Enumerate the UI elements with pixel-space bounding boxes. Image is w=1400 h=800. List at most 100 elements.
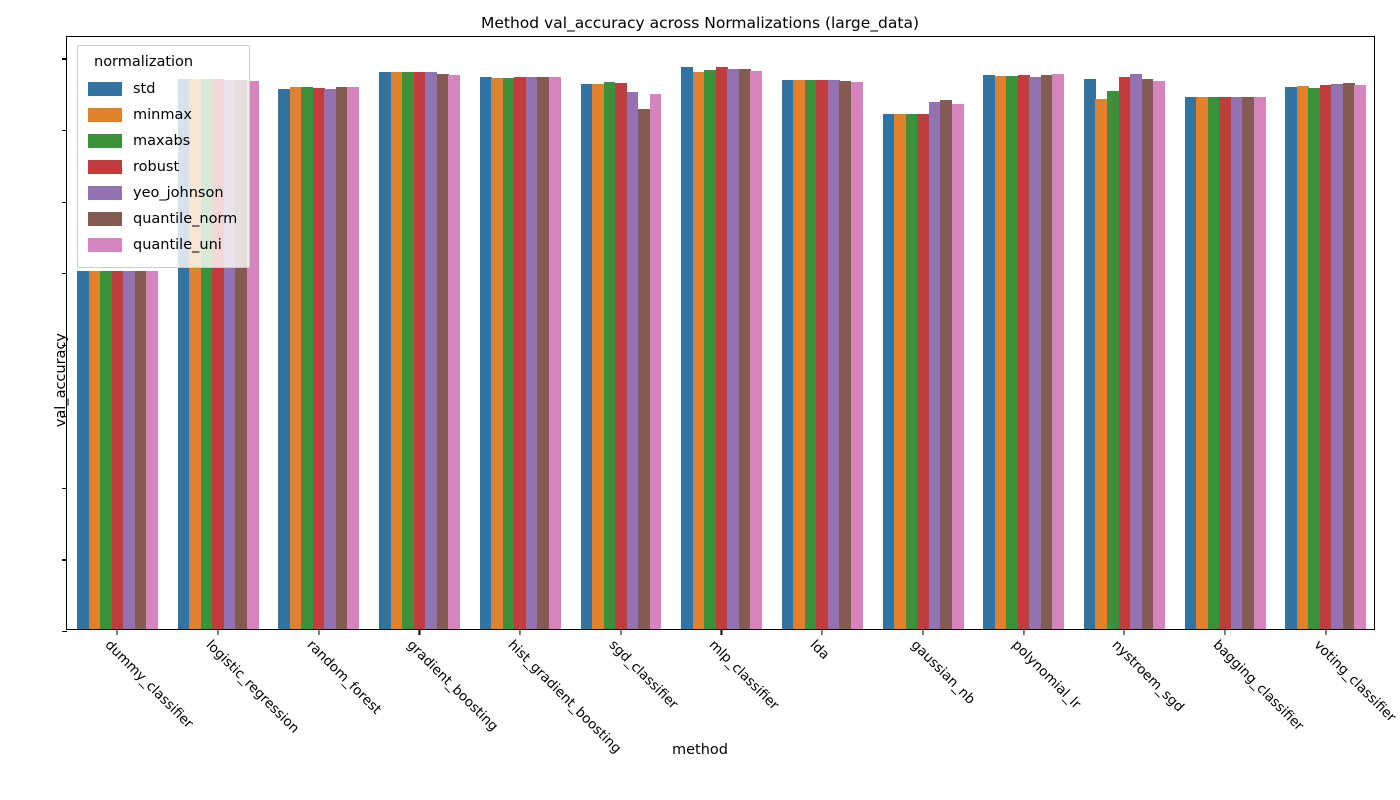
bar bbox=[1219, 97, 1232, 629]
bar-group: bagging_classifier bbox=[1175, 37, 1307, 734]
x-tick-mark bbox=[1023, 629, 1025, 635]
bar bbox=[917, 114, 930, 629]
bar bbox=[177, 78, 190, 629]
y-tick-mark bbox=[62, 487, 67, 489]
bar bbox=[704, 70, 717, 629]
bar-group: polynomial_lr bbox=[973, 37, 1083, 712]
bar bbox=[146, 271, 159, 629]
bar bbox=[882, 114, 895, 629]
bar bbox=[88, 271, 101, 629]
bar bbox=[134, 271, 147, 629]
x-tick-label: bagging_classifier bbox=[1209, 637, 1307, 735]
bar bbox=[390, 72, 403, 629]
bar bbox=[804, 80, 817, 629]
bar bbox=[514, 76, 527, 629]
bar bbox=[189, 78, 202, 629]
bar bbox=[312, 87, 325, 629]
bar bbox=[994, 75, 1007, 629]
bar-group: gaussian_nb bbox=[873, 37, 978, 708]
x-tick-label: logistic_regression bbox=[202, 637, 303, 737]
bar bbox=[1083, 79, 1096, 629]
bar bbox=[1052, 73, 1065, 629]
bar bbox=[413, 72, 426, 629]
bar bbox=[850, 82, 863, 629]
y-tick-mark bbox=[62, 344, 67, 346]
legend-swatch-icon bbox=[88, 238, 122, 252]
bar bbox=[626, 91, 639, 629]
x-tick-label: random_forest bbox=[303, 637, 385, 718]
legend-item[interactable]: quantile_norm bbox=[88, 206, 237, 232]
bar bbox=[1331, 83, 1344, 629]
legend-swatch-icon bbox=[88, 108, 122, 122]
bar bbox=[212, 78, 225, 629]
legend-item[interactable]: yeo_johnson bbox=[88, 180, 237, 206]
bar bbox=[324, 88, 337, 629]
bar bbox=[1006, 75, 1019, 629]
y-tick-mark bbox=[62, 559, 67, 561]
bar bbox=[537, 77, 550, 629]
y-tick-mark bbox=[62, 416, 67, 418]
legend-swatch-icon bbox=[88, 160, 122, 174]
bar bbox=[692, 72, 705, 629]
legend-item[interactable]: maxabs bbox=[88, 128, 237, 154]
legend-swatch-icon bbox=[88, 212, 122, 226]
bar bbox=[347, 87, 360, 629]
bar bbox=[448, 75, 461, 629]
legend-item[interactable]: std bbox=[88, 76, 237, 102]
bar bbox=[983, 75, 996, 629]
bar bbox=[278, 88, 291, 629]
plot-axes: dummy_classifier logistic_regression rando… bbox=[53, 36, 1399, 757]
legend-swatch-icon bbox=[88, 134, 122, 148]
chart-title: Method val_accuracy across Normalization… bbox=[480, 14, 919, 32]
x-axis-label: method bbox=[672, 742, 728, 758]
x-tick-mark bbox=[1325, 629, 1327, 635]
x-tick-label: sgd_classifier bbox=[605, 637, 681, 713]
legend: normalization std minmax maxabs robust yeo_j… bbox=[77, 45, 251, 268]
x-tick-mark bbox=[1224, 629, 1226, 635]
y-tick-mark bbox=[62, 631, 67, 633]
bar bbox=[1040, 75, 1053, 629]
bar-group: random_forest bbox=[268, 37, 384, 718]
bar bbox=[1196, 97, 1209, 629]
bar bbox=[580, 84, 593, 629]
legend-item-label: std bbox=[133, 81, 156, 97]
bar bbox=[200, 78, 213, 629]
bar bbox=[289, 87, 302, 629]
bar bbox=[1184, 97, 1197, 629]
x-tick-label: nystroem_sgd bbox=[1108, 637, 1188, 716]
legend-item-label: quantile_norm bbox=[133, 211, 238, 227]
bar bbox=[1319, 85, 1332, 629]
x-tick-mark bbox=[620, 629, 622, 635]
bar bbox=[1342, 82, 1355, 629]
bar bbox=[1242, 97, 1255, 629]
bar-group: dummy_classifier bbox=[67, 37, 197, 732]
legend-item-label: maxabs bbox=[133, 133, 191, 149]
bar-group: sgd_classifier bbox=[570, 37, 681, 712]
x-tick-label: polynomial_lr bbox=[1008, 637, 1084, 713]
bar-group: gradient_boosting bbox=[369, 37, 502, 735]
x-tick-mark bbox=[821, 629, 823, 635]
legend-swatch-icon bbox=[88, 186, 122, 200]
bar bbox=[905, 114, 918, 629]
bar bbox=[1118, 76, 1131, 629]
legend-item[interactable]: robust bbox=[88, 154, 237, 180]
y-tick-mark bbox=[62, 58, 67, 60]
legend-item[interactable]: quantile_uni bbox=[88, 232, 237, 258]
bar bbox=[402, 72, 415, 629]
bar bbox=[940, 100, 953, 629]
x-tick-mark bbox=[922, 629, 924, 635]
x-tick-label: voting_classifier bbox=[1310, 637, 1399, 726]
bar bbox=[839, 80, 852, 629]
legend-item-label: robust bbox=[133, 159, 180, 175]
bar bbox=[479, 76, 492, 629]
bar bbox=[1141, 79, 1154, 629]
bar bbox=[491, 77, 504, 629]
legend-item-label: minmax bbox=[133, 107, 192, 123]
legend-item[interactable]: minmax bbox=[88, 102, 237, 128]
bar bbox=[1230, 97, 1243, 629]
y-tick-mark bbox=[62, 130, 67, 132]
bar bbox=[603, 81, 616, 629]
bar bbox=[246, 80, 259, 629]
bar bbox=[1354, 85, 1367, 629]
bar bbox=[77, 271, 89, 629]
